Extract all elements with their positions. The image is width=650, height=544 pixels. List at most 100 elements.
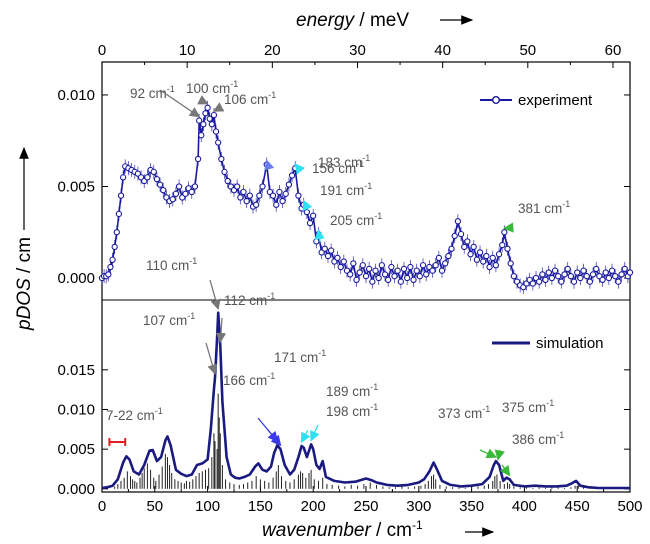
- y-title: pDOS / cm: [14, 237, 35, 331]
- annotation-label: 373 cm-1: [438, 404, 490, 421]
- x-bottom-title-sep: /: [371, 520, 387, 541]
- experiment-point: [621, 265, 628, 273]
- annotation-label: 156 cm-1: [312, 159, 364, 176]
- annotation-label-sup: -1: [230, 79, 238, 89]
- experiment-point: [269, 192, 277, 199]
- experiment-point: [356, 269, 363, 276]
- experiment-point: [507, 260, 514, 267]
- x-bottom-tick-label: 200: [301, 498, 326, 515]
- annotation-label-text: 166 cm: [223, 373, 267, 388]
- legend-simulation: simulation: [492, 335, 604, 352]
- experiment-point: [407, 263, 414, 271]
- experiment-point: [381, 271, 389, 278]
- experiment-point: [109, 256, 116, 263]
- experiment-point: [473, 256, 481, 263]
- experiment-point: [442, 260, 449, 267]
- experiment-point: [542, 276, 549, 284]
- experiment-point: [198, 132, 205, 139]
- experiment-point: [555, 273, 562, 280]
- experiment-point: [483, 252, 490, 260]
- experiment-point: [435, 254, 443, 262]
- simulation-line: [101, 311, 630, 490]
- annotation-label: 198 cm-1: [326, 402, 378, 419]
- annotation-label-text: 106 cm: [224, 92, 268, 107]
- annotation-arrow: [212, 102, 225, 112]
- experiment-point: [400, 265, 408, 273]
- experiment-point: [175, 183, 183, 190]
- annotation-arrow: [159, 89, 201, 118]
- annotation-label-text: 107 cm: [143, 313, 187, 328]
- y-simulation-tick-label: 0.005: [57, 441, 95, 458]
- x-bottom-title: wavenumber / cm-1: [262, 518, 423, 541]
- experiment-point: [454, 218, 462, 225]
- y-title-label: pDOS: [14, 278, 35, 331]
- annotation-label-text: 7-22 cm: [106, 408, 155, 423]
- experiment-point: [608, 267, 616, 274]
- experiment-point: [480, 258, 487, 265]
- annotation-label-sup: -1: [189, 256, 197, 266]
- annotation-arrow: [314, 228, 325, 243]
- experiment-point: [194, 155, 202, 163]
- annotation-label-sup: -1: [267, 291, 275, 301]
- annotation-arrow: [479, 448, 498, 459]
- experiment-point: [529, 280, 536, 287]
- annotation-label-sup: -1: [546, 398, 554, 408]
- x-bottom-tick-label: 250: [353, 498, 378, 515]
- experiment-point: [204, 104, 211, 111]
- experiment-point: [577, 274, 584, 282]
- experiment-point: [208, 121, 215, 128]
- experiment-point: [359, 262, 366, 269]
- annotation-label-sup: -1: [167, 84, 175, 94]
- experiment-point: [448, 245, 455, 252]
- x-top-tick-label: 10: [179, 42, 196, 59]
- experiment-point: [539, 271, 546, 278]
- x-axis-top: 0 10 20 30 40 50 60: [98, 42, 621, 68]
- y-axis-experiment: 0.000 0.005 0.010: [57, 87, 630, 287]
- annotation-arrow: [257, 417, 279, 443]
- annotation-label: 92 cm-1: [130, 84, 175, 101]
- annotation-label: 381 cm-1: [518, 199, 570, 216]
- annotation-label-sup: -1: [187, 311, 195, 321]
- x-bottom-tick-label: 400: [512, 498, 537, 515]
- annotation-label-text: 100 cm: [186, 81, 230, 96]
- experiment-point: [172, 190, 180, 197]
- experiment-point: [246, 192, 253, 199]
- x-top-title-sep: /: [354, 10, 370, 31]
- experiment-point: [391, 273, 398, 280]
- annotation-label-sup: -1: [268, 90, 276, 100]
- experiment-point: [196, 117, 203, 124]
- x-top-title-label: energy: [296, 10, 356, 31]
- x-top-tick-label: 60: [605, 42, 622, 59]
- annotation-label-sup: -1: [562, 199, 570, 209]
- experiment-point: [295, 192, 302, 199]
- experiment-point: [602, 269, 609, 276]
- annotation-label: 189 cm-1: [326, 382, 378, 399]
- experiment-point: [240, 188, 247, 196]
- annotation-arrow: [300, 429, 311, 444]
- experiment-point: [567, 273, 575, 280]
- experiment-point: [618, 271, 625, 278]
- experiment-point: [486, 263, 493, 271]
- experiment-point: [583, 273, 590, 280]
- experiment-point: [593, 265, 600, 273]
- legend-experiment-label: experiment: [518, 92, 593, 109]
- x-top-title-unit: meV: [370, 10, 409, 31]
- experiment-point: [237, 194, 244, 201]
- experiment-point: [169, 196, 176, 203]
- x-bottom-title-label: wavenumber: [262, 520, 371, 541]
- annotation-label: 107 cm-1: [143, 311, 195, 328]
- legend-simulation-label: simulation: [536, 335, 604, 352]
- experiment-point: [536, 278, 543, 285]
- experiment-point: [394, 267, 401, 274]
- experiment-point: [599, 276, 606, 284]
- x-top-tick-label: 40: [434, 42, 451, 59]
- annotation-arrow: [264, 159, 275, 171]
- experiment-point: [218, 155, 225, 163]
- experiment-point: [423, 271, 430, 278]
- experiment-point: [410, 276, 417, 284]
- experiment-point: [119, 174, 127, 181]
- annotation-label-text: 205 cm: [330, 213, 374, 228]
- x-bottom-tick-label: 0: [98, 498, 106, 515]
